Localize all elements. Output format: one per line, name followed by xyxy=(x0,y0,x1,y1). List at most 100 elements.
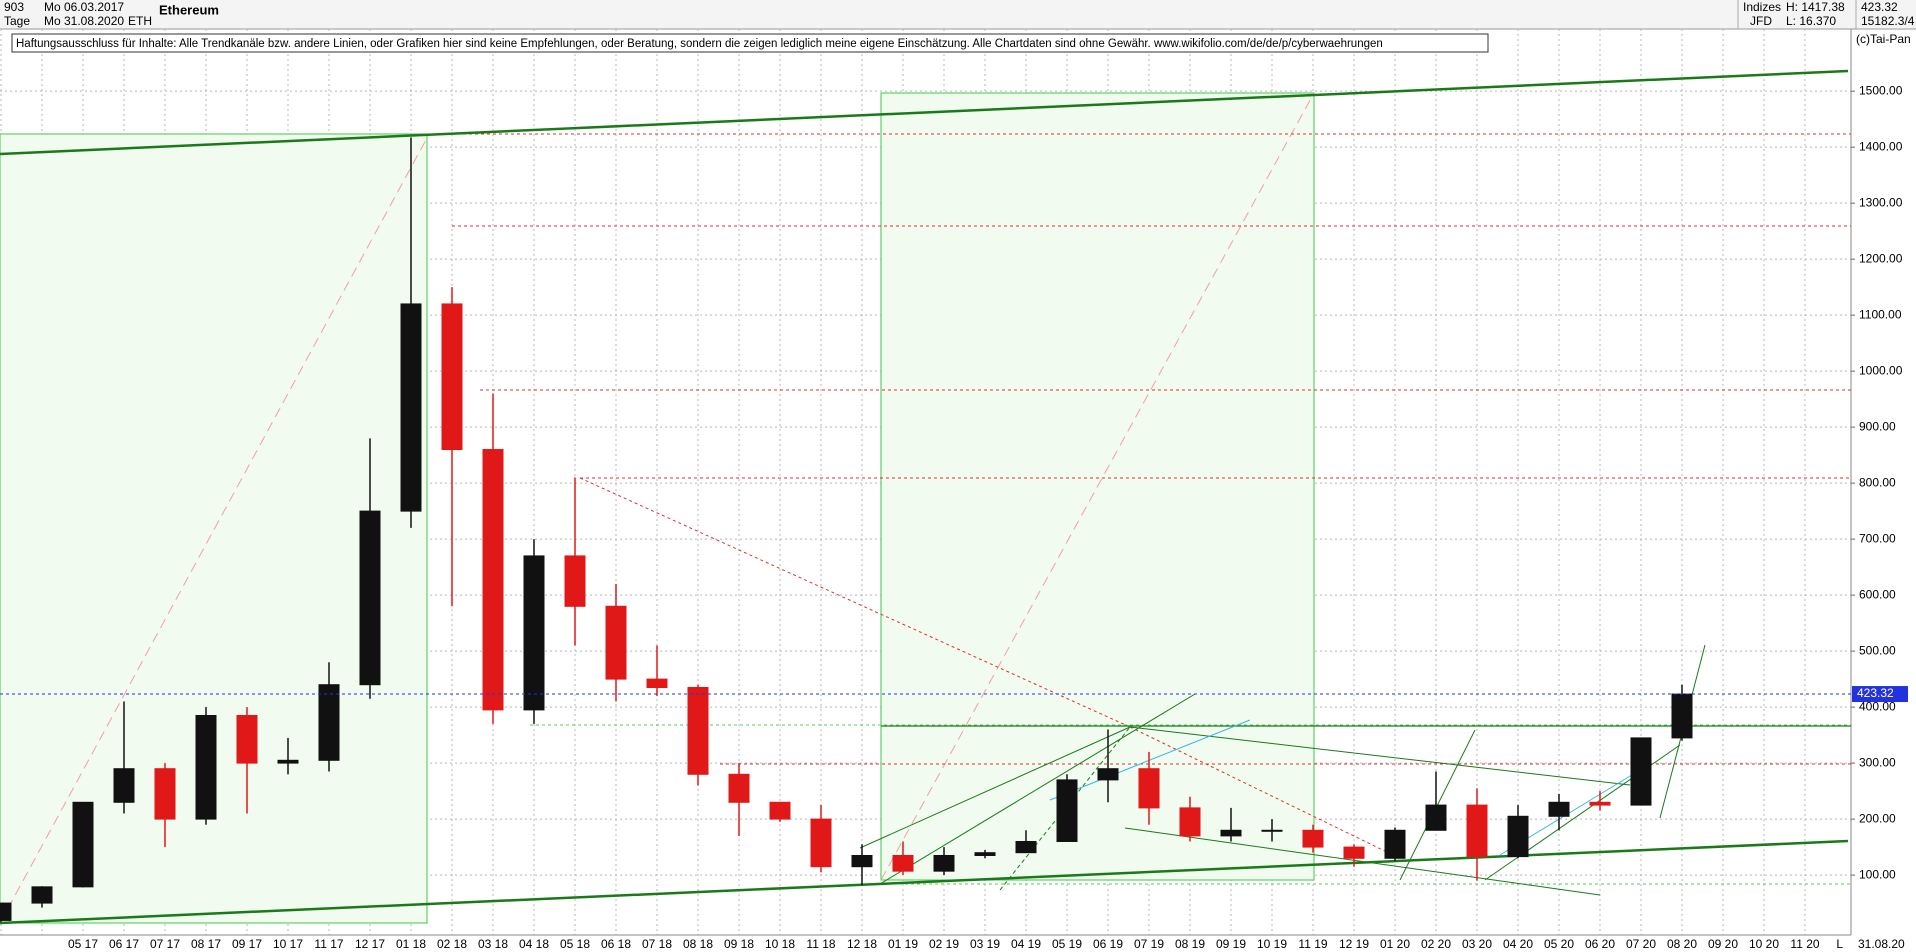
candle-body xyxy=(933,854,955,872)
x-tick-label: 09 19 xyxy=(1216,937,1246,951)
x-tick-label: 05 19 xyxy=(1052,937,1082,951)
x-tick-label: 06 19 xyxy=(1093,937,1123,951)
y-tick-label: 1500.00 xyxy=(1859,83,1903,97)
y-tick-label: 500.00 xyxy=(1859,643,1896,657)
y-tick-label: 1100.00 xyxy=(1859,307,1902,321)
last-price-tag xyxy=(1852,686,1908,703)
copyright: (c)Tai-Pan xyxy=(1856,32,1911,46)
candle-body xyxy=(1425,804,1447,831)
candle-body xyxy=(851,854,873,868)
candle-body xyxy=(974,852,996,856)
x-tick-label: 07 18 xyxy=(642,937,672,951)
broker: JFD xyxy=(1750,14,1772,28)
candle-body xyxy=(236,714,258,764)
candle-body xyxy=(523,555,545,711)
candle-body xyxy=(1507,815,1529,858)
last-price-label: 423.32 xyxy=(1857,686,1894,700)
high-text: H: 1417.38 xyxy=(1786,0,1845,14)
trend-line xyxy=(1129,726,1631,786)
x-tick-label: 11 17 xyxy=(314,937,343,951)
y-tick-label: 100.00 xyxy=(1859,867,1896,881)
x-tick-label: 05 18 xyxy=(560,937,590,951)
candle-body xyxy=(1015,840,1037,854)
candle-body xyxy=(113,768,135,803)
candle-body xyxy=(728,773,750,803)
trend-line xyxy=(1049,719,1251,801)
candle-body xyxy=(646,678,668,689)
candle-body xyxy=(31,886,53,904)
x-tick-label: 10 19 xyxy=(1257,937,1287,951)
candle-body xyxy=(605,605,627,680)
x-tick-label: 05 17 xyxy=(68,937,98,951)
axis-end-date: 31.08.20 xyxy=(1858,937,1905,951)
last-text: 423.32 xyxy=(1861,0,1898,14)
candle-body xyxy=(1343,846,1365,859)
x-tick-label: 10 18 xyxy=(765,937,795,951)
trend-line xyxy=(579,477,1131,728)
x-tick-label: 04 20 xyxy=(1503,937,1533,951)
x-tick-label: 03 20 xyxy=(1462,937,1492,951)
y-tick-label: 700.00 xyxy=(1859,531,1896,545)
channel-line xyxy=(0,69,1849,156)
candle-body xyxy=(1548,801,1570,817)
x-tick-label: 03 18 xyxy=(478,937,508,951)
trend-line xyxy=(879,693,1196,885)
axis-end-marker: L xyxy=(1836,937,1843,951)
candle-body xyxy=(1261,829,1283,832)
x-tick-label: 02 19 xyxy=(929,937,959,951)
trend-line xyxy=(1124,827,1601,896)
trend-line xyxy=(1129,726,1394,856)
candle-body xyxy=(769,801,791,820)
header-bar xyxy=(0,0,1916,29)
y-tick-label: 1000.00 xyxy=(1859,363,1903,377)
x-tick-label: 12 17 xyxy=(355,937,385,951)
candle-body xyxy=(482,449,504,711)
candle-body xyxy=(1179,807,1201,837)
candle-body xyxy=(1384,829,1406,859)
candle-body xyxy=(441,303,463,451)
interval[interactable]: Tage xyxy=(4,14,30,28)
x-tick-label: 10 17 xyxy=(273,937,303,951)
x-tick-label: 07 17 xyxy=(150,937,180,951)
candle-body xyxy=(1056,779,1078,842)
candle-body xyxy=(1466,804,1488,858)
index-label: Indizes xyxy=(1743,0,1781,14)
x-tick-label: 04 19 xyxy=(1011,937,1041,951)
x-tick-label: 08 20 xyxy=(1667,937,1697,951)
candle-body xyxy=(1302,829,1324,848)
y-tick-label: 800.00 xyxy=(1859,475,1896,489)
x-tick-label: 09 17 xyxy=(232,937,262,951)
y-tick-label: 600.00 xyxy=(1859,587,1896,601)
x-tick-label: 10 20 xyxy=(1749,937,1779,951)
candle-body xyxy=(72,801,94,888)
x-tick-label: 01 20 xyxy=(1380,937,1410,951)
candle-body xyxy=(1630,737,1652,806)
x-tick-label: 08 17 xyxy=(191,937,221,951)
disclaimer-box xyxy=(11,33,1489,53)
start-date: Mo 06.03.2017 xyxy=(44,0,124,14)
candle-body xyxy=(1097,768,1119,781)
x-tick-label: 07 20 xyxy=(1626,937,1656,951)
candle-body xyxy=(564,555,586,607)
x-tick-label: 11 18 xyxy=(806,937,835,951)
x-tick-label: 07 19 xyxy=(1134,937,1164,951)
x-tick-label: 01 19 xyxy=(888,937,918,951)
candles xyxy=(0,137,1693,922)
count: 903 xyxy=(4,0,24,14)
x-tick-label: 05 20 xyxy=(1544,937,1574,951)
candle-body xyxy=(687,687,709,775)
x-tick-label: 06 18 xyxy=(601,937,631,951)
candle-body xyxy=(154,768,176,820)
x-tick-label: 08 18 xyxy=(683,937,713,951)
x-tick-label: 09 20 xyxy=(1708,937,1738,951)
candle-body xyxy=(1589,801,1611,806)
channel-line xyxy=(0,839,1849,925)
candle-body xyxy=(277,759,299,764)
trend-line xyxy=(859,726,1131,849)
x-tick-label: 08 19 xyxy=(1175,937,1205,951)
candle-body xyxy=(400,303,422,512)
x-tick-label: 01 18 xyxy=(396,937,426,951)
y-tick-label: 900.00 xyxy=(1859,419,1896,433)
x-tick-label: 12 18 xyxy=(847,937,877,951)
